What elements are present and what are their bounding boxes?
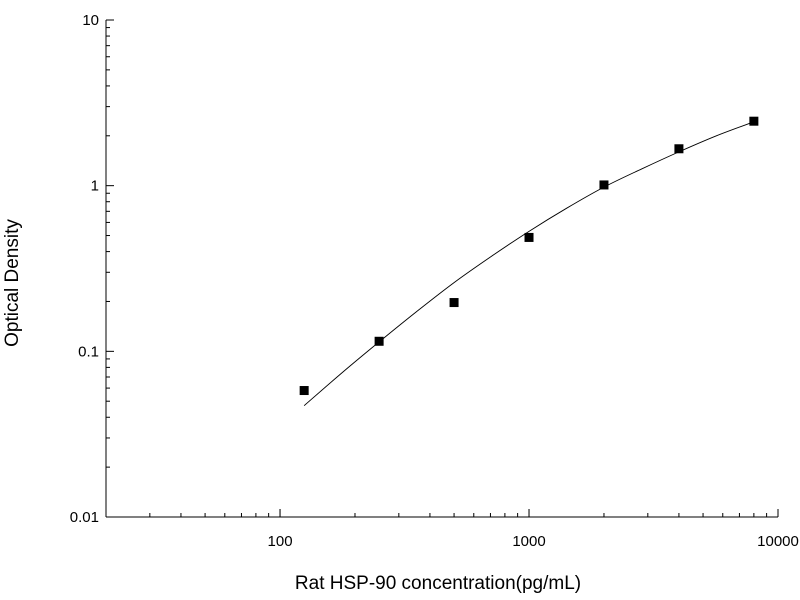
y-axis-title: Optical Density (2, 219, 23, 347)
data-point (449, 298, 459, 308)
data-point (299, 386, 309, 396)
y-axis-ticks: 0.01 0.1 1 10 (70, 12, 114, 526)
x-tick-label: 1000 (512, 533, 545, 550)
y-tick-label: 0.1 (78, 343, 99, 360)
data-point (374, 336, 384, 346)
y-tick-label: 10 (82, 12, 99, 29)
y-tick-label: 0.01 (70, 509, 99, 526)
x-axis-title: Rat HSP-90 concentration(pg/mL) (295, 573, 581, 594)
data-points (299, 116, 759, 396)
y-tick-label: 1 (91, 178, 99, 195)
x-axis-ticks: 100 1000 10000 (105, 509, 799, 550)
data-point (749, 116, 759, 126)
x-tick-label: 100 (268, 533, 293, 550)
x-tick-label: 10000 (757, 533, 799, 550)
axes (105, 20, 778, 518)
fit-curve-layer (303, 121, 755, 406)
data-point (674, 144, 684, 154)
data-point (524, 232, 534, 242)
fit-curve (303, 121, 755, 406)
data-point (599, 180, 609, 190)
